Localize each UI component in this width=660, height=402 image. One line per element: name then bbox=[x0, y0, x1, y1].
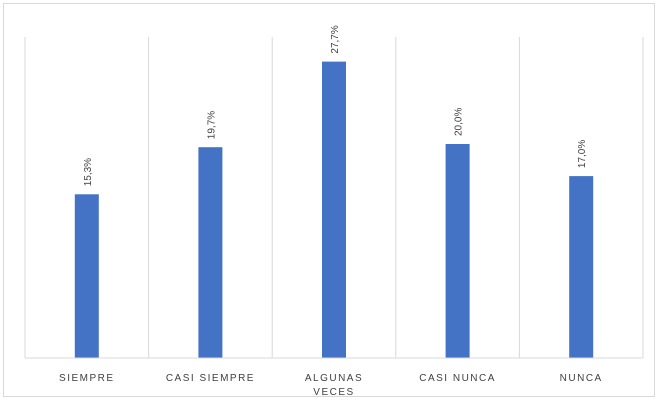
bar bbox=[198, 147, 223, 358]
x-tick-label: ALGUNAS bbox=[305, 373, 363, 384]
data-label: 27,7% bbox=[330, 25, 341, 53]
bar bbox=[322, 61, 346, 359]
x-tick-label: SIEMPRE bbox=[59, 373, 115, 384]
bar bbox=[445, 144, 470, 358]
x-tick-label: VECES bbox=[313, 387, 354, 398]
x-tick-label: CASI NUNCA bbox=[419, 373, 496, 384]
bar bbox=[569, 176, 594, 358]
x-tick-label: CASI SIEMPRE bbox=[166, 373, 255, 384]
x-tick-label: NUNCA bbox=[560, 373, 603, 384]
data-label: 15,3% bbox=[83, 158, 94, 186]
bar bbox=[74, 194, 99, 358]
data-label: 17,0% bbox=[577, 140, 588, 168]
data-label: 19,7% bbox=[206, 111, 217, 139]
data-label: 20,0% bbox=[454, 108, 465, 136]
